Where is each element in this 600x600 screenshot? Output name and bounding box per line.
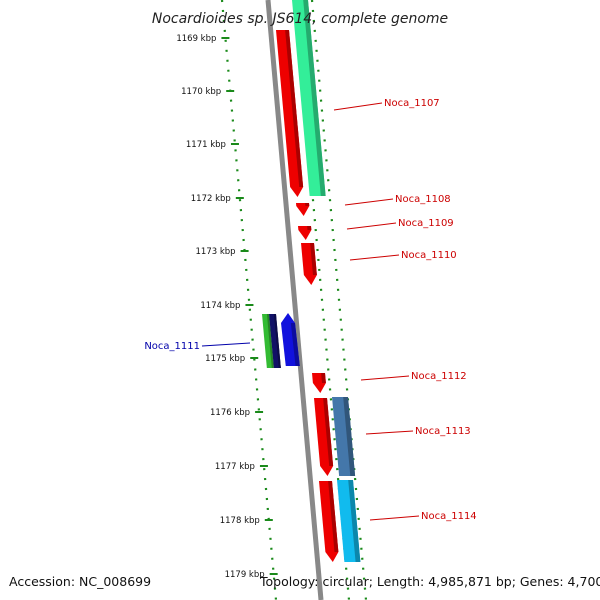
feature-arrow xyxy=(276,30,304,197)
scale-tick-label: 1178 kbp xyxy=(220,516,260,526)
gene-label[interactable]: Noca_1113 xyxy=(415,426,471,437)
feature-cds-1114 xyxy=(337,480,361,562)
gene-label[interactable]: Noca_1112 xyxy=(411,371,467,382)
scale-tick-label: 1175 kbp xyxy=(205,354,245,364)
gene-label-leader xyxy=(360,375,410,381)
feature-shade xyxy=(328,481,339,552)
feature-shade xyxy=(273,314,281,368)
gene-features xyxy=(262,0,361,562)
scale-tick-label: 1177 kbp xyxy=(215,462,255,472)
feature-gene-1107 xyxy=(276,30,304,197)
gene-label[interactable]: Noca_1111 xyxy=(144,341,200,352)
feature-arrow xyxy=(296,203,310,216)
gene-label[interactable]: Noca_1107 xyxy=(384,98,440,109)
feature-shade xyxy=(285,30,304,187)
feature-gene-1110 xyxy=(301,243,317,285)
feature-gene-1112 xyxy=(312,373,326,393)
feature-shade xyxy=(343,397,356,476)
gene-label[interactable]: Noca_1109 xyxy=(398,218,454,229)
gene-label-leader xyxy=(369,515,420,521)
scale-dotted-line xyxy=(310,0,368,600)
scale-ticks: 1169 kbp 1170 kbp 1171 kbp 1172 kbp 1173 kbp… xyxy=(176,34,278,580)
scale-tick-label: 1169 kbp xyxy=(176,34,216,44)
scale-tick-label: 1170 kbp xyxy=(181,87,221,97)
feature-gene-1114 xyxy=(319,481,339,562)
feature-cds-1107 xyxy=(292,0,326,196)
feature-shade xyxy=(303,0,326,196)
feature-gene-1108 xyxy=(296,203,310,216)
feature-shade xyxy=(290,323,300,366)
feature-shade xyxy=(266,314,274,368)
scale-tick-label: 1171 kbp xyxy=(186,140,226,150)
scale-tick-label: 1172 kbp xyxy=(191,194,231,204)
feature-shade xyxy=(323,398,334,466)
scale-tick-label: 1173 kbp xyxy=(196,247,236,257)
gene-label[interactable]: Noca_1114 xyxy=(421,511,477,522)
gene-labels: Noca_1107 Noca_1108 Noca_1109 Noca_1110 Noca… xyxy=(144,98,476,522)
label-leaders xyxy=(201,102,420,521)
feature-shade xyxy=(321,373,326,383)
gene-label-leader xyxy=(344,198,394,206)
genome-title: Nocardioides sp. JS614, complete genome xyxy=(152,11,448,27)
gene-label-leader xyxy=(349,254,400,261)
accession-text: Accession: NC_008699 xyxy=(9,574,151,589)
scale-dotted-line xyxy=(220,0,278,600)
gene-label-leader xyxy=(333,102,383,111)
feature-gene-1109 xyxy=(298,226,312,240)
scale-tick-label: 1174 kbp xyxy=(200,301,240,311)
scale-tick-label: 1176 kbp xyxy=(210,408,250,418)
feature-gene-1113 xyxy=(314,398,334,476)
feature-shade xyxy=(348,480,361,562)
gene-label-leader xyxy=(365,430,414,435)
genome-summary-text: Topology: circular; Length: 4,985,871 bp… xyxy=(259,574,600,589)
gene-label[interactable]: Noca_1108 xyxy=(395,194,451,205)
feature-gene-1111 xyxy=(281,313,300,366)
feature-shade xyxy=(307,226,312,230)
scale-tick-label: 1179 kbp xyxy=(225,570,265,580)
feature-cds-1111-b xyxy=(269,314,281,368)
feature-cds-1111-a xyxy=(262,314,274,368)
feature-shade xyxy=(305,203,310,206)
feature-cds-1113 xyxy=(332,397,356,476)
gene-label[interactable]: Noca_1110 xyxy=(401,250,457,261)
genome-backbone xyxy=(265,0,324,600)
gene-label-leader xyxy=(346,222,397,230)
feature-shade xyxy=(310,243,317,275)
gene-label-leader xyxy=(201,342,251,347)
